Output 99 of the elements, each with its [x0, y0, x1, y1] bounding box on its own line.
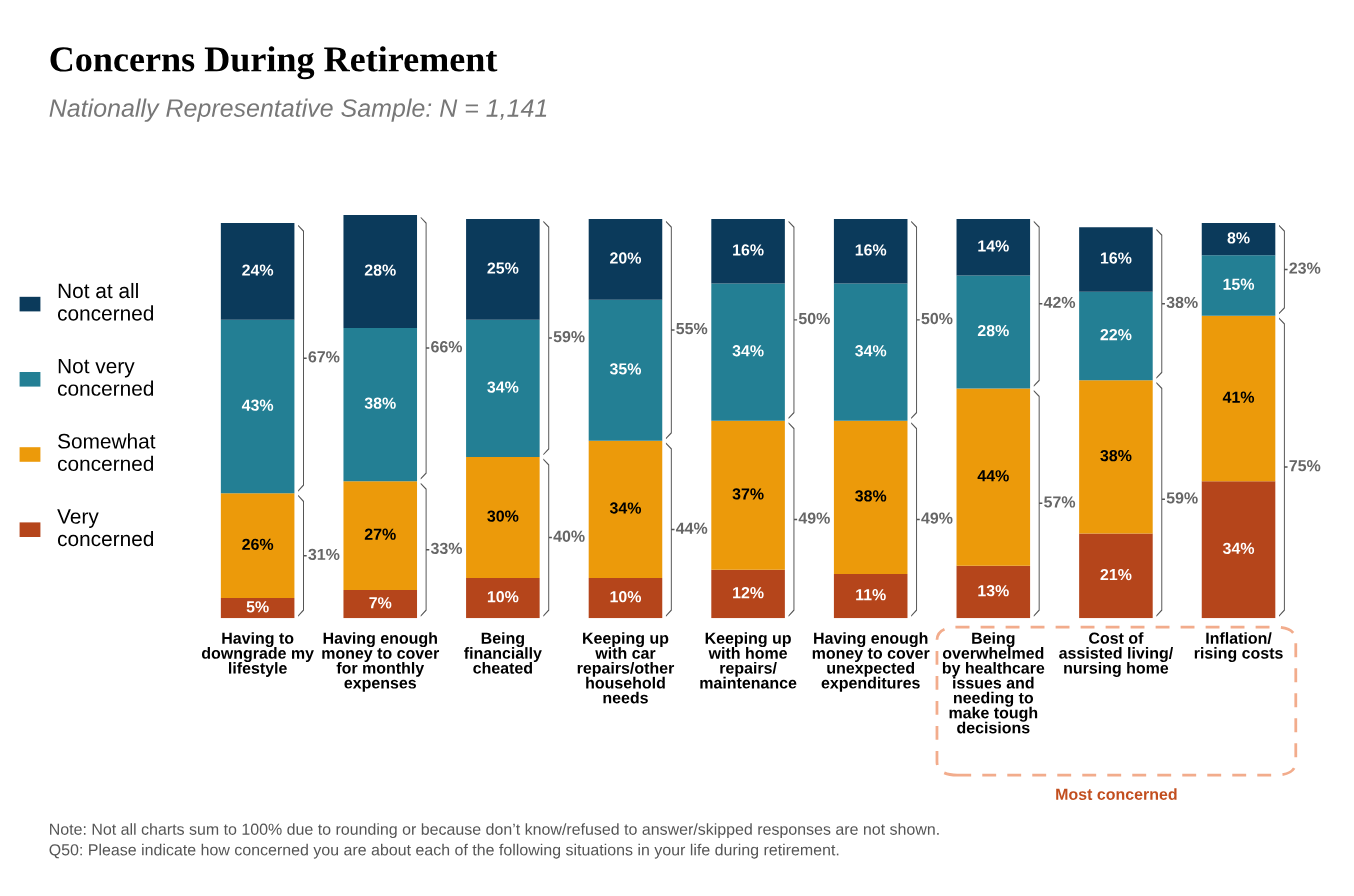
x-tick-label: Being overwhelmed by healthcare issues and needing to make tough decisions: [942, 632, 1045, 734]
bar: [588, 577, 663, 619]
bar: [711, 283, 785, 421]
data-label: 38%: [364, 397, 396, 409]
data-label: 12%: [733, 587, 764, 599]
x-tick-label: Inflation/ rising costs: [1194, 632, 1283, 662]
bar: [711, 569, 785, 619]
data-label: 34%: [732, 345, 764, 357]
data-label: 10%: [487, 591, 519, 603]
data-label: 16%: [733, 244, 764, 256]
bar: [1079, 533, 1153, 619]
data-label: 21%: [1100, 568, 1132, 581]
data-label: 28%: [364, 264, 396, 276]
annotation: 59%: [1166, 492, 1198, 504]
data-label: 34%: [1222, 542, 1255, 555]
data-label: 24%: [242, 264, 274, 276]
data-label: 44%: [977, 470, 1009, 482]
annotation: 33%: [430, 542, 463, 555]
bar: [1201, 481, 1276, 619]
data-label: 25%: [487, 262, 519, 274]
data-label: 20%: [610, 252, 642, 264]
legend-label: Not at all concerned: [57, 282, 154, 321]
bar: [1201, 223, 1276, 256]
bar: [833, 420, 908, 574]
bar: [833, 573, 908, 619]
annotation: 42%: [1043, 296, 1076, 308]
data-label: 28%: [977, 324, 1009, 337]
data-label: 43%: [241, 399, 274, 411]
data-label: 8%: [1227, 232, 1250, 244]
annotation: 40%: [553, 530, 585, 542]
bar: [1079, 380, 1153, 534]
bar: [466, 456, 540, 578]
data-label: 34%: [609, 502, 642, 514]
bar: [343, 590, 418, 619]
bar: [466, 319, 540, 457]
x-tick-label: Keeping up with home repairs/ maintenance: [700, 632, 797, 689]
annotation: 31%: [308, 548, 340, 561]
bar: [1079, 291, 1153, 381]
bar: [1079, 227, 1153, 292]
data-label: 14%: [978, 240, 1009, 252]
data-label: 38%: [1100, 449, 1132, 462]
bar: [711, 219, 785, 284]
x-tick-label: Having enough money to cover unexpected expenditures: [812, 632, 930, 692]
bar: [220, 598, 295, 619]
data-label: 16%: [1100, 252, 1132, 264]
annotation: 67%: [308, 351, 340, 363]
legend-label: Very concerned: [57, 509, 154, 547]
text: Q50: Please indicate how concerned you are about each of the following situations in your life during retirement.: [49, 843, 839, 859]
bar: [711, 420, 785, 570]
bar: [1201, 315, 1276, 482]
data-label: 22%: [1100, 328, 1132, 341]
data-label: 38%: [855, 490, 887, 502]
annotation: 75%: [1289, 460, 1321, 472]
annotation: 50%: [921, 312, 953, 325]
data-label: 37%: [732, 488, 764, 500]
x-tick-label: Keeping up with car repairs/other household needs: [577, 632, 675, 704]
annotation: 59%: [553, 330, 585, 343]
x-tick-label: Having enough money to cover for monthly expenses: [322, 632, 440, 692]
bar: [1201, 255, 1276, 316]
data-label: 35%: [609, 363, 642, 375]
bar: [833, 283, 908, 421]
chart-subtitle: Nationally Representative Sample: N = 1,141: [49, 98, 547, 122]
x-tick-label: Cost of assisted living/ nursing home: [1059, 632, 1174, 677]
data-label: 15%: [1223, 278, 1255, 290]
data-label: 10%: [610, 591, 642, 603]
annotation: 57%: [1044, 496, 1076, 508]
annotation: 50%: [798, 312, 830, 325]
bar: [220, 319, 295, 494]
bar: [220, 223, 295, 320]
legend-label: Not very concerned: [57, 358, 154, 396]
data-label: 16%: [855, 244, 887, 256]
chart-title: Concerns During Retirement: [50, 46, 498, 80]
bar: [466, 219, 540, 320]
annotation: 66%: [431, 341, 463, 353]
text: Most concerned: [1056, 788, 1177, 800]
data-label: 34%: [487, 381, 519, 393]
legend-label: Somewhat concerned: [57, 433, 156, 472]
annotation: 55%: [676, 322, 708, 335]
bar: [466, 577, 540, 619]
data-label: 27%: [364, 528, 396, 540]
x-tick-label: Having to downgrade my lifestyle: [201, 632, 314, 677]
annotation: 23%: [1289, 262, 1321, 274]
data-label: 30%: [487, 510, 519, 522]
x-tick-label: Being financially cheated: [464, 632, 542, 674]
data-label: 41%: [1222, 391, 1255, 403]
data-label: 11%: [856, 589, 886, 601]
bar: [956, 565, 1031, 619]
data-label: 7%: [369, 597, 392, 609]
data-label: 34%: [855, 345, 887, 357]
data-label: 26%: [242, 538, 274, 550]
annotation: 38%: [1166, 296, 1198, 309]
annotation: 44%: [675, 522, 708, 534]
data-label: 5%: [246, 601, 269, 613]
annotation: 49%: [798, 512, 830, 524]
data-label: 13%: [978, 585, 1009, 597]
annotation: 49%: [921, 512, 953, 524]
bar: [220, 493, 295, 599]
bar: [833, 219, 908, 284]
text: Note: Not all charts sum to 100% due to rounding or because don’t know/refused to answer/skipped responses are not shown.: [50, 823, 939, 839]
